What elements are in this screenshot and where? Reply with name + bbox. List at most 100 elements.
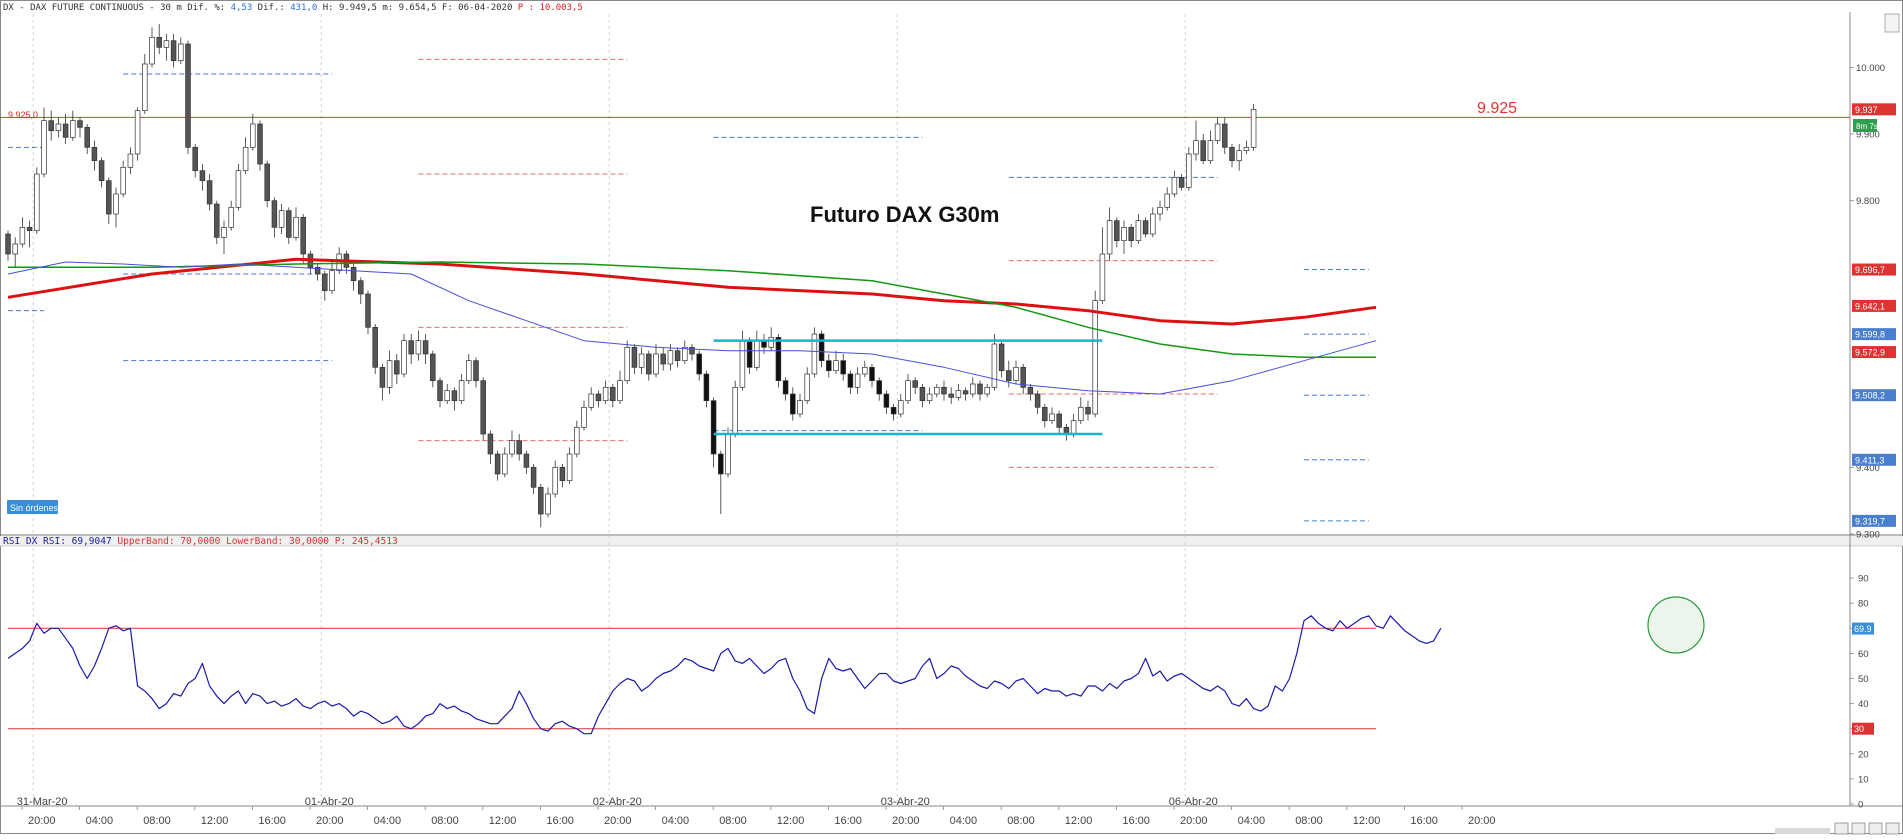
candle-bear-body — [84, 126, 90, 148]
candle-bull-body — [386, 360, 393, 388]
candle-bull-body — [638, 353, 645, 368]
candle-bear-body — [883, 393, 890, 408]
candle — [703, 370, 710, 408]
candle — [955, 384, 962, 401]
candle — [1085, 400, 1091, 421]
candle — [156, 24, 162, 54]
ma-blue-line — [7, 261, 1377, 395]
candle — [228, 200, 234, 231]
header-dif-abs: 431,0 — [290, 3, 317, 13]
candle-bear-body — [5, 233, 11, 255]
candle — [1006, 360, 1012, 388]
candle-bull-body — [984, 386, 990, 395]
candle-bear-body — [631, 346, 638, 368]
maximize-icon[interactable] — [1851, 822, 1866, 835]
candle — [106, 177, 112, 224]
candle — [617, 370, 623, 404]
candle — [790, 387, 796, 421]
time-tick-label: 16:00 — [258, 815, 286, 827]
candle — [847, 370, 854, 394]
price-tag-label: 9.572,9 — [1855, 348, 1885, 358]
candle — [170, 34, 177, 68]
price-tag-box — [1852, 389, 1896, 402]
candle — [358, 277, 364, 304]
candle — [833, 350, 839, 374]
candle — [314, 264, 321, 281]
candle-bear-body — [494, 453, 501, 475]
candle-bear-body — [372, 326, 378, 368]
candle — [1222, 117, 1228, 154]
candle-bull-body — [502, 453, 508, 475]
candle-bull-body — [149, 36, 155, 65]
candle — [840, 354, 846, 381]
candle — [502, 447, 508, 478]
candle-bull-body — [458, 380, 465, 402]
level-label: 9.925 — [1477, 100, 1517, 117]
candle-bull-body — [566, 453, 573, 482]
candle-bear-body — [941, 386, 947, 395]
rsi-value-tag-box — [1852, 722, 1874, 735]
candle-bear-body — [91, 146, 98, 162]
rsi-p: P: 245,4513 — [329, 536, 398, 547]
candle — [466, 354, 472, 384]
candle-bear-body — [818, 333, 825, 362]
candle-bear-body — [977, 383, 983, 395]
candle — [1042, 404, 1048, 428]
time-tick-label: 12:00 — [1353, 815, 1381, 827]
horizontal-scrollbar[interactable] — [1775, 828, 1830, 834]
candle — [19, 217, 26, 248]
candle-bear-body — [1114, 220, 1120, 242]
orders-badge[interactable]: Sin órdenes — [7, 500, 59, 514]
time-tick-label: 16:00 — [546, 815, 574, 827]
candle-bear-body — [1027, 386, 1034, 395]
candle — [214, 200, 220, 244]
candle — [710, 397, 717, 468]
candle — [192, 144, 198, 178]
candle-bull-body — [250, 123, 256, 148]
candle-bear-body — [559, 466, 566, 482]
time-tick-label: 20:00 — [1468, 815, 1496, 827]
candle — [134, 107, 141, 161]
price-tag-box — [1852, 346, 1896, 359]
candle-bull-body — [667, 350, 674, 365]
close-icon[interactable] — [1885, 822, 1900, 835]
candle — [379, 364, 386, 401]
candle-bear-body — [394, 360, 400, 375]
candle-bull-body — [142, 63, 148, 112]
candle-bull-body — [34, 173, 40, 232]
candle — [696, 350, 702, 381]
candle-bear-body — [62, 123, 69, 138]
price-tag-box — [1852, 299, 1896, 312]
candle-bear-body — [674, 350, 681, 362]
candle-bear-body — [1085, 406, 1091, 415]
candle-bull-body — [235, 170, 242, 208]
candle — [991, 334, 998, 391]
candle — [970, 377, 976, 398]
candle-bear-body — [1006, 370, 1012, 382]
candle-bull-body — [739, 340, 746, 388]
rsi-value-tag-label: 69.9 — [1854, 624, 1872, 634]
rsi-tick-label: 0 — [1858, 800, 1863, 811]
timer-badge-label: 8m 7s — [1856, 122, 1878, 131]
candle — [660, 347, 666, 371]
candle — [876, 377, 882, 401]
header-line: DX - DAX FUTURE CONTINUOUS - 30 m Dif. %… — [3, 3, 583, 13]
candle — [26, 220, 33, 248]
candle — [674, 347, 681, 368]
price-tick-label: 9.400 — [1856, 463, 1880, 474]
candle — [631, 344, 638, 374]
rsi-header: RSI DX RSI: 69,9047 UpperBand: 70,0000 L… — [3, 536, 398, 547]
panel-menu-icon[interactable] — [1884, 13, 1900, 33]
candle-bull-body — [1171, 176, 1178, 195]
candle-bull-body — [1013, 366, 1019, 382]
restore-icon[interactable] — [1868, 822, 1883, 835]
candle-bull-body — [163, 40, 170, 48]
candle — [919, 384, 926, 408]
day-label: 02-Abr-20 — [593, 796, 642, 808]
candle — [538, 484, 544, 528]
time-tick-label: 12:00 — [777, 815, 805, 827]
minimize-icon[interactable] — [1834, 822, 1849, 835]
price-tag-box — [1852, 453, 1896, 466]
candle — [480, 377, 486, 441]
candle-bear-body — [646, 353, 652, 375]
